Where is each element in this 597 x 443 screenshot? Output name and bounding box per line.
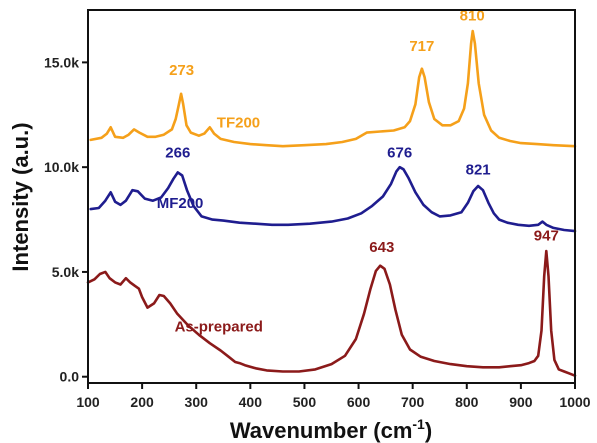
series-line-tf200 [89,29,577,148]
y-tick-label: 10.0k [44,159,79,175]
x-tick-label: 700 [401,394,425,410]
peak-label-tf200-273: 273 [169,62,194,79]
x-tick-label: 900 [509,394,533,410]
x-tick-label: 1000 [559,394,590,410]
series-line-mf200 [89,165,577,233]
x-axis-title-main: Wavenumber (cm [230,418,413,443]
series-label-tf200: TF200 [217,114,260,131]
plot-frame [87,9,576,384]
series-label-mf200: MF200 [157,195,204,212]
y-axis: 0.0 5.0k 10.0k 15.0k [44,54,88,385]
peak-label-mf200-266: 266 [165,145,190,162]
peak-label-mf200-821: 821 [466,161,491,178]
peak-label-layer: 273 717 810 266 676 821 643 947 [165,7,559,256]
series-label-as-prepared: As-prepared [175,319,263,336]
y-tick-label: 5.0k [52,264,79,280]
peak-label-as-prepared-947: 947 [534,228,559,245]
y-tick-label: 0.0 [60,369,80,385]
series-label-layer: TF200 MF200 As-prepared [157,114,263,335]
x-tick-label: 200 [130,394,154,410]
x-tick-label: 800 [455,394,479,410]
x-axis-title-end: ) [425,418,432,443]
peak-label-as-prepared-643: 643 [369,239,394,256]
series-layer [86,29,577,377]
x-tick-label: 400 [239,394,263,410]
y-tick-label: 15.0k [44,54,79,70]
x-tick-label: 100 [76,394,100,410]
peak-label-tf200-717: 717 [409,38,434,55]
x-axis-title: Wavenumber (cm-1) [230,416,432,443]
series-line-as-prepared [86,249,577,377]
x-axis-title-superscript: -1 [412,416,425,432]
x-tick-label: 500 [293,394,317,410]
y-axis-title: Intensity (a.u.) [8,122,33,271]
peak-label-mf200-676: 676 [387,145,412,162]
x-tick-label: 300 [185,394,209,410]
x-tick-label: 600 [347,394,371,410]
peak-label-tf200-810: 810 [460,7,485,24]
x-axis: 100 200 300 400 500 600 700 800 900 1000 [76,383,591,410]
